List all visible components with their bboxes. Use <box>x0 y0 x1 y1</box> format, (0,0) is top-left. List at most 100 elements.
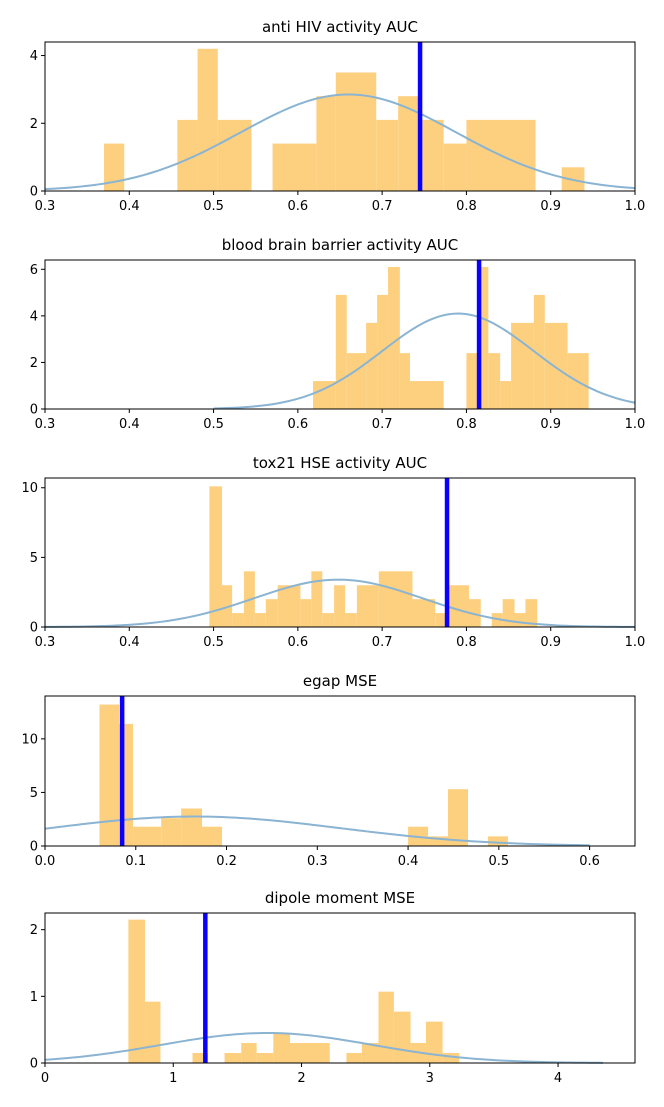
panel-tox21-hse: tox21 HSE activity AUC 0.3 0.4 0.5 0.6 0.7 0.… <box>21 454 645 650</box>
histogram-bar <box>409 381 444 409</box>
kde-layer <box>44 93 636 191</box>
histogram-bar <box>273 1033 290 1063</box>
histogram-bar <box>466 353 479 409</box>
axes-frame <box>44 41 636 192</box>
y-tick-label: 5 <box>30 551 38 566</box>
bars <box>104 48 585 191</box>
histogram-bar <box>345 613 357 627</box>
x-tick-label: 0 <box>41 1071 49 1086</box>
histogram-bar <box>192 1053 208 1063</box>
histogram-bar <box>289 1043 330 1063</box>
density-curve <box>44 1031 603 1064</box>
histogram-bar <box>435 613 448 627</box>
histogram-bar <box>376 119 399 191</box>
y-tick-label: 10 <box>21 481 38 496</box>
x-tick-label: 0.6 <box>579 854 600 869</box>
y-tick-label: 5 <box>30 786 38 801</box>
histogram-bar <box>161 818 182 846</box>
histogram-bar <box>544 322 568 409</box>
histogram-bar <box>277 585 301 627</box>
y-tick-label: 2 <box>30 117 38 132</box>
x-tick-label: 0.6 <box>288 417 309 432</box>
x-tick-label: 0.5 <box>489 854 510 869</box>
histogram-bar <box>145 1001 161 1063</box>
histogram-bar <box>398 96 421 191</box>
y-tick-label: 0 <box>30 185 38 200</box>
histogram-bar <box>316 96 336 191</box>
x-tick-label: 0.8 <box>456 635 477 650</box>
histogram-bar <box>334 585 346 627</box>
x-tick-label: 0.3 <box>35 635 56 650</box>
panel-anti-hiv: anti HIV activity AUC 0.3 0.4 0.5 0.6 0.7 0.8… <box>30 18 646 214</box>
x-tick-label: 0.5 <box>203 199 224 214</box>
histogram-bar <box>256 1053 274 1063</box>
x-tick-label: 1.0 <box>625 635 646 650</box>
histogram-bar <box>500 381 512 409</box>
x-tick-label: 2 <box>297 1071 305 1086</box>
y-tick-label: 10 <box>21 732 38 747</box>
x-tick-label: 0.8 <box>456 417 477 432</box>
histogram-bar <box>128 919 146 1063</box>
density-curve <box>44 815 590 847</box>
panel-title: dipole moment MSE <box>265 889 415 907</box>
x-tick-label: 3 <box>426 1071 434 1086</box>
density-curve <box>44 93 636 191</box>
x-tick-label: 0.4 <box>398 854 419 869</box>
y-tick-label: 0 <box>30 1057 38 1072</box>
histogram-bar <box>104 143 125 191</box>
x-tick-label: 0.9 <box>540 635 561 650</box>
histogram-bar <box>181 808 203 846</box>
x-tick-label: 0.9 <box>540 417 561 432</box>
axes: 0.0 0.1 0.2 0.3 0.4 0.5 0.6 0 5 10 <box>21 695 636 869</box>
histogram-bar <box>443 143 467 191</box>
histogram-bar <box>442 1053 460 1063</box>
histogram-bar <box>412 599 436 627</box>
panel-title: tox21 HSE activity AUC <box>253 454 427 472</box>
panel-title: blood brain barrier activity AUC <box>222 236 459 254</box>
histogram-bar <box>533 294 545 409</box>
histogram-bar <box>356 585 379 627</box>
histogram-bar <box>491 613 503 627</box>
x-tick-label: 0.8 <box>456 199 477 214</box>
density-curve <box>213 312 636 410</box>
x-tick-label: 0.7 <box>372 199 393 214</box>
x-tick-label: 0.3 <box>35 417 56 432</box>
histogram-bar <box>478 266 489 409</box>
kde-layer <box>44 815 590 847</box>
x-tick-label: 4 <box>554 1071 562 1086</box>
histogram-bar <box>133 826 162 846</box>
panel-blood-brain-barrier: blood brain barrier activity AUC 0.3 0.4 0… <box>30 236 646 432</box>
x-tick-label: 0.5 <box>203 417 224 432</box>
histogram-bar <box>388 266 400 409</box>
histogram-bar <box>428 836 449 846</box>
y-tick-label: 4 <box>30 309 38 324</box>
x-tick-label: 0.1 <box>125 854 146 869</box>
histogram-bar <box>335 72 377 191</box>
histogram-bar <box>447 585 469 627</box>
histogram-bar <box>502 599 515 627</box>
panel-dipole-moment-mse: dipole moment MSE 0 1 2 3 4 0 1 2 <box>30 889 636 1086</box>
histogram-bar <box>99 704 120 846</box>
bars <box>128 919 460 1063</box>
x-tick-label: 0.0 <box>35 854 56 869</box>
axes-frame <box>44 912 636 1064</box>
histogram-bar <box>209 486 222 627</box>
bars <box>313 266 589 409</box>
histogram-bar <box>224 1053 242 1063</box>
histogram-bar <box>468 599 481 627</box>
panel-title: egap MSE <box>303 672 377 690</box>
x-tick-label: 0.7 <box>372 417 393 432</box>
histogram-bar <box>322 613 335 627</box>
histogram-bar <box>488 353 501 409</box>
bars <box>209 486 538 627</box>
axes: 0.3 0.4 0.5 0.6 0.7 0.8 0.9 1.0 0 5 10 <box>21 477 646 650</box>
histogram-bar <box>222 585 233 627</box>
histogram-bar <box>425 1021 443 1063</box>
y-tick-label: 1 <box>30 990 38 1005</box>
histogram-bar <box>197 48 218 191</box>
y-tick-label: 4 <box>30 49 38 64</box>
histogram-bar <box>177 119 198 191</box>
histogram-bar <box>346 353 367 409</box>
x-tick-label: 0.6 <box>288 199 309 214</box>
kde-layer <box>44 578 636 628</box>
